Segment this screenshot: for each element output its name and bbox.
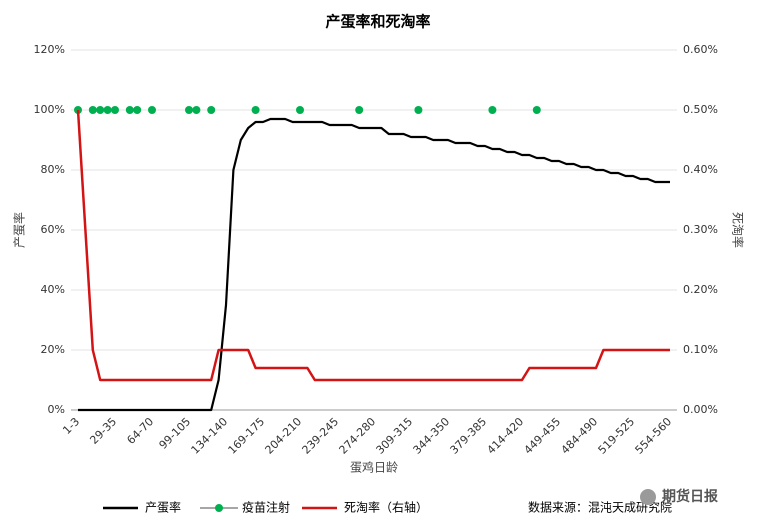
y2-tick-label: 0.60% [683,43,718,56]
y2-tick-label: 0.20% [683,283,718,296]
vaccine-marker [488,106,497,114]
watermark-icon [640,489,656,505]
vaccine-marker [88,106,97,114]
vaccine-marker [133,106,142,114]
y2-axis-title: 死淘率 [731,212,746,248]
vaccine-marker [148,106,156,114]
y2-tick-label: 0.10% [683,343,718,356]
y-tick-label: 120% [34,43,65,56]
y2-tick-label: 0.40% [683,163,718,176]
legend-label: 产蛋率 [145,500,181,515]
y-tick-label: 40% [41,283,65,296]
vaccine-marker [532,106,541,114]
y-tick-label: 0% [48,403,65,416]
vaccine-marker [207,106,216,114]
y-tick-label: 20% [41,343,65,356]
vaccine-marker [251,106,260,114]
vaccine-marker [296,106,304,114]
vaccine-marker [355,106,364,114]
y-tick-label: 60% [41,223,65,236]
y-tick-label: 80% [41,163,65,176]
y-tick-label: 100% [34,103,65,116]
vaccine-marker [111,106,119,114]
series-line [78,117,670,412]
y2-tick-label: 0.50% [683,103,718,116]
legend-swatch [215,504,223,512]
vaccine-marker [192,106,201,114]
vaccine-marker [414,106,423,114]
vaccine-marker [185,106,193,114]
source-note: 数据来源：混沌天成研究院 [528,500,672,515]
y2-tick-label: 0.30% [683,223,718,236]
vaccine-marker [96,106,105,114]
vaccine-marker [125,106,134,114]
vaccine-marker [103,106,112,114]
legend-label: 死淘率（右轴） [344,500,428,515]
chart-title: 产蛋率和死淘率 [325,13,430,31]
y-axis-title: 产蛋率 [12,212,27,248]
watermark: 期货日报 [662,488,718,505]
series-line [76,109,670,382]
legend-label: 疫苗注射 [242,500,290,515]
y2-tick-label: 0.00% [683,403,718,416]
x-axis-title: 蛋鸡日龄 [350,460,398,475]
